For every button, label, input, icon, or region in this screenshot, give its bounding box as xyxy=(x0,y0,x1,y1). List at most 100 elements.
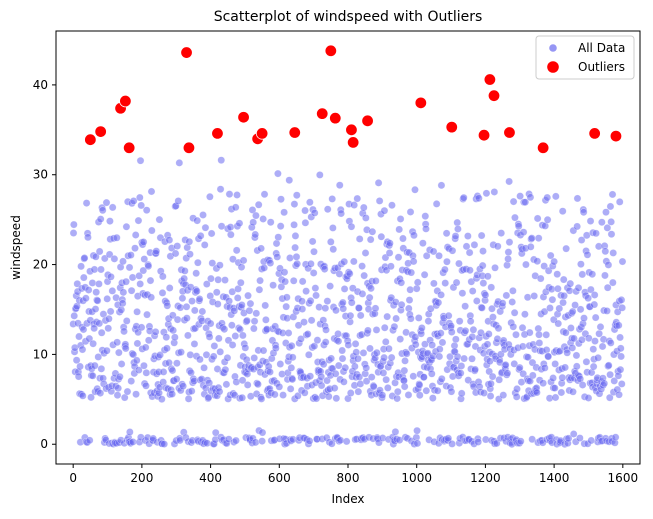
data-point xyxy=(352,348,361,357)
data-point xyxy=(465,248,474,257)
data-point xyxy=(129,350,138,359)
data-point xyxy=(498,299,507,308)
data-point xyxy=(554,284,562,293)
data-point xyxy=(589,362,598,371)
data-point xyxy=(205,333,214,341)
data-point xyxy=(383,384,392,392)
data-point xyxy=(106,307,115,316)
outlier-point xyxy=(487,89,501,102)
data-point xyxy=(270,390,279,399)
data-point xyxy=(488,372,497,381)
data-point xyxy=(540,364,549,372)
data-point xyxy=(243,316,251,325)
data-point xyxy=(246,299,255,308)
data-point xyxy=(591,337,599,345)
data-point xyxy=(292,191,301,200)
data-point xyxy=(216,347,225,356)
data-point xyxy=(262,316,270,324)
data-point xyxy=(112,233,121,242)
data-point xyxy=(600,379,609,388)
data-point xyxy=(572,362,581,371)
data-point xyxy=(254,200,263,209)
data-point xyxy=(382,375,390,384)
data-point xyxy=(339,304,348,313)
data-point xyxy=(147,187,156,196)
data-point xyxy=(462,242,471,251)
data-point xyxy=(405,296,414,304)
data-point xyxy=(422,252,431,260)
data-point xyxy=(288,375,297,384)
data-point xyxy=(377,232,386,241)
data-point xyxy=(254,380,262,389)
data-point xyxy=(171,333,179,342)
data-point xyxy=(437,374,446,383)
data-point xyxy=(433,386,442,395)
data-point xyxy=(310,209,319,217)
data-point xyxy=(510,308,519,317)
data-point xyxy=(155,215,164,224)
data-point xyxy=(250,317,259,326)
data-point xyxy=(576,305,585,314)
data-point xyxy=(601,271,609,280)
data-point xyxy=(466,266,474,275)
data-point xyxy=(80,254,89,262)
data-point xyxy=(276,360,285,368)
data-point xyxy=(290,220,298,229)
data-point xyxy=(584,394,593,402)
data-point xyxy=(560,291,568,300)
outlier-point xyxy=(329,111,342,125)
data-point xyxy=(180,267,189,275)
data-point xyxy=(90,265,99,274)
data-point xyxy=(542,346,551,354)
data-point xyxy=(217,156,226,165)
data-point xyxy=(437,291,445,299)
outlier-points xyxy=(84,44,623,154)
data-point xyxy=(519,342,527,351)
legend-marker-all-data xyxy=(549,44,557,52)
data-point xyxy=(566,279,575,288)
data-point xyxy=(266,259,275,267)
data-point xyxy=(259,346,268,355)
data-point xyxy=(558,373,567,382)
data-point xyxy=(483,272,492,281)
legend-label-outliers: Outliers xyxy=(578,60,625,74)
data-point xyxy=(591,313,600,322)
data-point xyxy=(162,333,171,342)
data-point xyxy=(413,278,422,287)
data-point xyxy=(588,270,597,279)
data-point xyxy=(481,291,490,299)
data-point xyxy=(528,435,536,444)
data-point xyxy=(338,346,347,355)
data-point xyxy=(235,219,244,228)
legend-marker-outliers xyxy=(547,61,559,73)
data-point xyxy=(275,382,284,391)
data-point xyxy=(617,380,626,388)
data-point xyxy=(565,286,574,295)
data-point xyxy=(614,321,623,330)
data-point xyxy=(249,218,258,227)
data-point xyxy=(358,290,367,298)
data-point xyxy=(606,370,614,379)
data-point xyxy=(350,201,359,209)
data-point xyxy=(98,206,107,215)
data-point xyxy=(457,362,466,370)
x-axis-ticks: 0 200 400 600 800 1000 1200 1400 1600 xyxy=(69,464,638,485)
data-point xyxy=(516,192,524,200)
data-point xyxy=(413,439,422,448)
data-point xyxy=(429,394,437,402)
data-point xyxy=(522,260,530,269)
data-point xyxy=(108,203,117,212)
data-point xyxy=(396,215,405,223)
data-point xyxy=(608,190,617,199)
data-point xyxy=(618,303,626,312)
data-point xyxy=(133,307,141,316)
data-point xyxy=(206,319,215,328)
data-point xyxy=(611,433,620,442)
data-point xyxy=(586,217,595,225)
data-point xyxy=(466,317,475,326)
data-point xyxy=(411,185,419,194)
data-point xyxy=(385,249,394,257)
data-point xyxy=(310,342,319,350)
legend-box xyxy=(535,35,635,80)
